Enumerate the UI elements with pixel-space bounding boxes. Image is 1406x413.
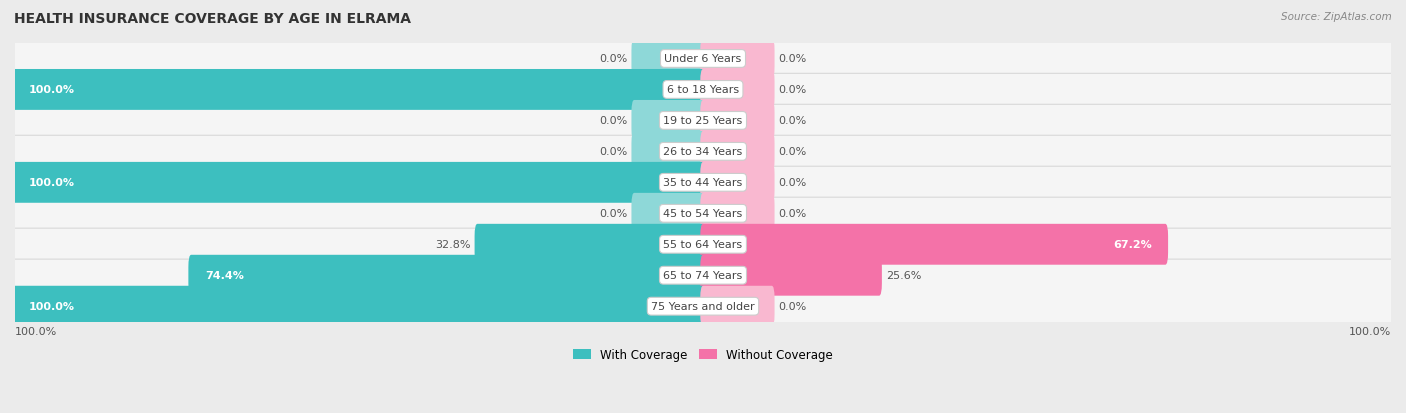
- Text: 74.4%: 74.4%: [205, 271, 243, 280]
- Text: 100.0%: 100.0%: [28, 85, 75, 95]
- FancyBboxPatch shape: [6, 198, 1400, 292]
- Text: 6 to 18 Years: 6 to 18 Years: [666, 85, 740, 95]
- FancyBboxPatch shape: [6, 105, 1400, 199]
- Text: 100.0%: 100.0%: [28, 178, 75, 188]
- FancyBboxPatch shape: [475, 224, 706, 265]
- Text: Under 6 Years: Under 6 Years: [665, 55, 741, 64]
- FancyBboxPatch shape: [700, 224, 1168, 265]
- FancyBboxPatch shape: [700, 286, 775, 327]
- FancyBboxPatch shape: [6, 229, 1400, 323]
- FancyBboxPatch shape: [6, 12, 1400, 106]
- FancyBboxPatch shape: [188, 255, 706, 296]
- FancyBboxPatch shape: [700, 70, 775, 111]
- FancyBboxPatch shape: [631, 193, 706, 234]
- FancyBboxPatch shape: [700, 101, 775, 142]
- Text: 26 to 34 Years: 26 to 34 Years: [664, 147, 742, 157]
- FancyBboxPatch shape: [631, 132, 706, 172]
- Text: 19 to 25 Years: 19 to 25 Years: [664, 116, 742, 126]
- FancyBboxPatch shape: [6, 167, 1400, 261]
- FancyBboxPatch shape: [6, 74, 1400, 168]
- Text: 55 to 64 Years: 55 to 64 Years: [664, 240, 742, 250]
- Text: 25.6%: 25.6%: [886, 271, 921, 280]
- FancyBboxPatch shape: [700, 162, 775, 203]
- FancyBboxPatch shape: [700, 193, 775, 234]
- Text: 0.0%: 0.0%: [779, 85, 807, 95]
- Text: 75 Years and older: 75 Years and older: [651, 301, 755, 311]
- Text: 0.0%: 0.0%: [779, 209, 807, 219]
- FancyBboxPatch shape: [13, 70, 706, 111]
- FancyBboxPatch shape: [6, 43, 1400, 137]
- Text: 32.8%: 32.8%: [434, 240, 471, 250]
- FancyBboxPatch shape: [631, 39, 706, 80]
- Text: 0.0%: 0.0%: [599, 55, 627, 64]
- FancyBboxPatch shape: [700, 39, 775, 80]
- Text: 35 to 44 Years: 35 to 44 Years: [664, 178, 742, 188]
- Legend: With Coverage, Without Coverage: With Coverage, Without Coverage: [568, 344, 838, 366]
- Text: 0.0%: 0.0%: [599, 209, 627, 219]
- FancyBboxPatch shape: [13, 286, 706, 327]
- Text: 0.0%: 0.0%: [779, 301, 807, 311]
- FancyBboxPatch shape: [6, 136, 1400, 230]
- Text: 0.0%: 0.0%: [779, 147, 807, 157]
- Text: 0.0%: 0.0%: [779, 116, 807, 126]
- Text: 100.0%: 100.0%: [28, 301, 75, 311]
- Text: 0.0%: 0.0%: [599, 116, 627, 126]
- Text: 65 to 74 Years: 65 to 74 Years: [664, 271, 742, 280]
- FancyBboxPatch shape: [13, 162, 706, 203]
- Text: 100.0%: 100.0%: [1348, 327, 1391, 337]
- FancyBboxPatch shape: [700, 132, 775, 172]
- Text: Source: ZipAtlas.com: Source: ZipAtlas.com: [1281, 12, 1392, 22]
- Text: 0.0%: 0.0%: [599, 147, 627, 157]
- FancyBboxPatch shape: [700, 255, 882, 296]
- Text: 67.2%: 67.2%: [1112, 240, 1152, 250]
- Text: 100.0%: 100.0%: [15, 327, 58, 337]
- FancyBboxPatch shape: [6, 259, 1400, 354]
- Text: 0.0%: 0.0%: [779, 55, 807, 64]
- Text: 0.0%: 0.0%: [779, 178, 807, 188]
- Text: HEALTH INSURANCE COVERAGE BY AGE IN ELRAMA: HEALTH INSURANCE COVERAGE BY AGE IN ELRA…: [14, 12, 411, 26]
- Text: 45 to 54 Years: 45 to 54 Years: [664, 209, 742, 219]
- FancyBboxPatch shape: [631, 101, 706, 142]
